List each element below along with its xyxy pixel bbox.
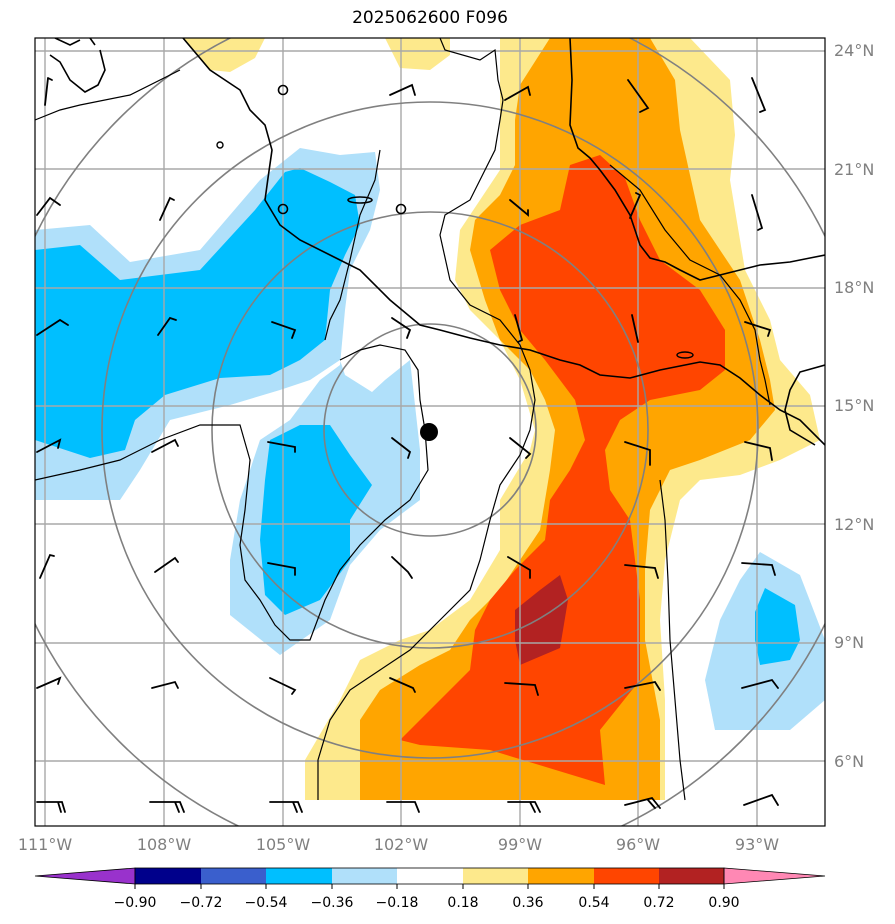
range-ring-3 (101, 101, 759, 759)
map-frame (34, 37, 826, 827)
lon-label-108w: 108°W (137, 835, 192, 854)
colorbar-bin (266, 868, 332, 884)
colorbar-tick-label: 0.72 (643, 895, 674, 911)
colorbar: −0.90 −0.72 −0.54 −0.36 −0.18 0.18 0.36 … (34, 867, 826, 911)
storm-center-marker (420, 423, 438, 441)
yellow-region-north-center (385, 38, 450, 70)
colorbar-tick-label: −0.54 (245, 895, 288, 911)
lat-label-24n: 24°N (834, 41, 874, 60)
colorbar-bin (332, 868, 397, 884)
latitude-labels: 24°N 21°N 18°N 15°N 12°N 9°N 6°N (834, 41, 874, 771)
lat-label-18n: 18°N (834, 278, 874, 297)
colorbar-extend-high (723, 867, 826, 885)
colorbar-tick-label: 0.18 (447, 895, 478, 911)
colorbar-bin (594, 868, 659, 884)
coastlines (35, 38, 825, 801)
longitude-labels: 111°W 108°W 105°W 102°W 99°W 96°W 93°W (18, 835, 779, 854)
lat-label-6n: 6°N (834, 752, 864, 771)
lon-label-99w: 99°W (498, 835, 542, 854)
colorbar-tick-label: −0.72 (180, 895, 223, 911)
orange-region-main (360, 38, 775, 800)
colorbar-tick-label: −0.90 (114, 895, 157, 911)
wind-barbs (36, 77, 779, 813)
lat-label-9n: 9°N (834, 633, 864, 652)
colorbar-tick-label: −0.36 (311, 895, 354, 911)
colorbar-bin (135, 868, 201, 884)
colorbar-tick-label: 0.90 (708, 895, 739, 911)
lon-label-93w: 93°W (735, 835, 779, 854)
range-ring-1 (323, 323, 537, 537)
colorbar-bin (463, 868, 528, 884)
station-circles (277, 84, 407, 215)
range-rings (35, 38, 825, 826)
lon-label-105w: 105°W (256, 835, 311, 854)
range-ring-2 (211, 211, 649, 649)
lat-label-21n: 21°N (834, 160, 874, 179)
yellow-region-north (183, 38, 265, 72)
lat-label-15n: 15°N (834, 396, 874, 415)
colorbar-tick-label: 0.54 (578, 895, 609, 911)
blue-region-west (35, 168, 360, 458)
lon-label-111w: 111°W (18, 835, 73, 854)
colorbar-tick-label: −0.18 (376, 895, 419, 911)
colorbar-bin (201, 868, 266, 884)
colorbar-bin (528, 868, 594, 884)
colorbar-bin (659, 868, 724, 884)
lon-label-102w: 102°W (374, 835, 429, 854)
gridlines (35, 38, 825, 826)
blue-region-east (755, 588, 800, 665)
map-title: 2025062600 F096 (352, 8, 508, 28)
colorbar-extend-low (34, 867, 136, 885)
red-orange-region (400, 155, 725, 785)
colorbar-bin (397, 868, 463, 884)
lat-label-12n: 12°N (834, 515, 874, 534)
colorbar-tick-label: 0.36 (512, 895, 543, 911)
lon-label-96w: 96°W (616, 835, 660, 854)
map-area (35, 38, 825, 826)
